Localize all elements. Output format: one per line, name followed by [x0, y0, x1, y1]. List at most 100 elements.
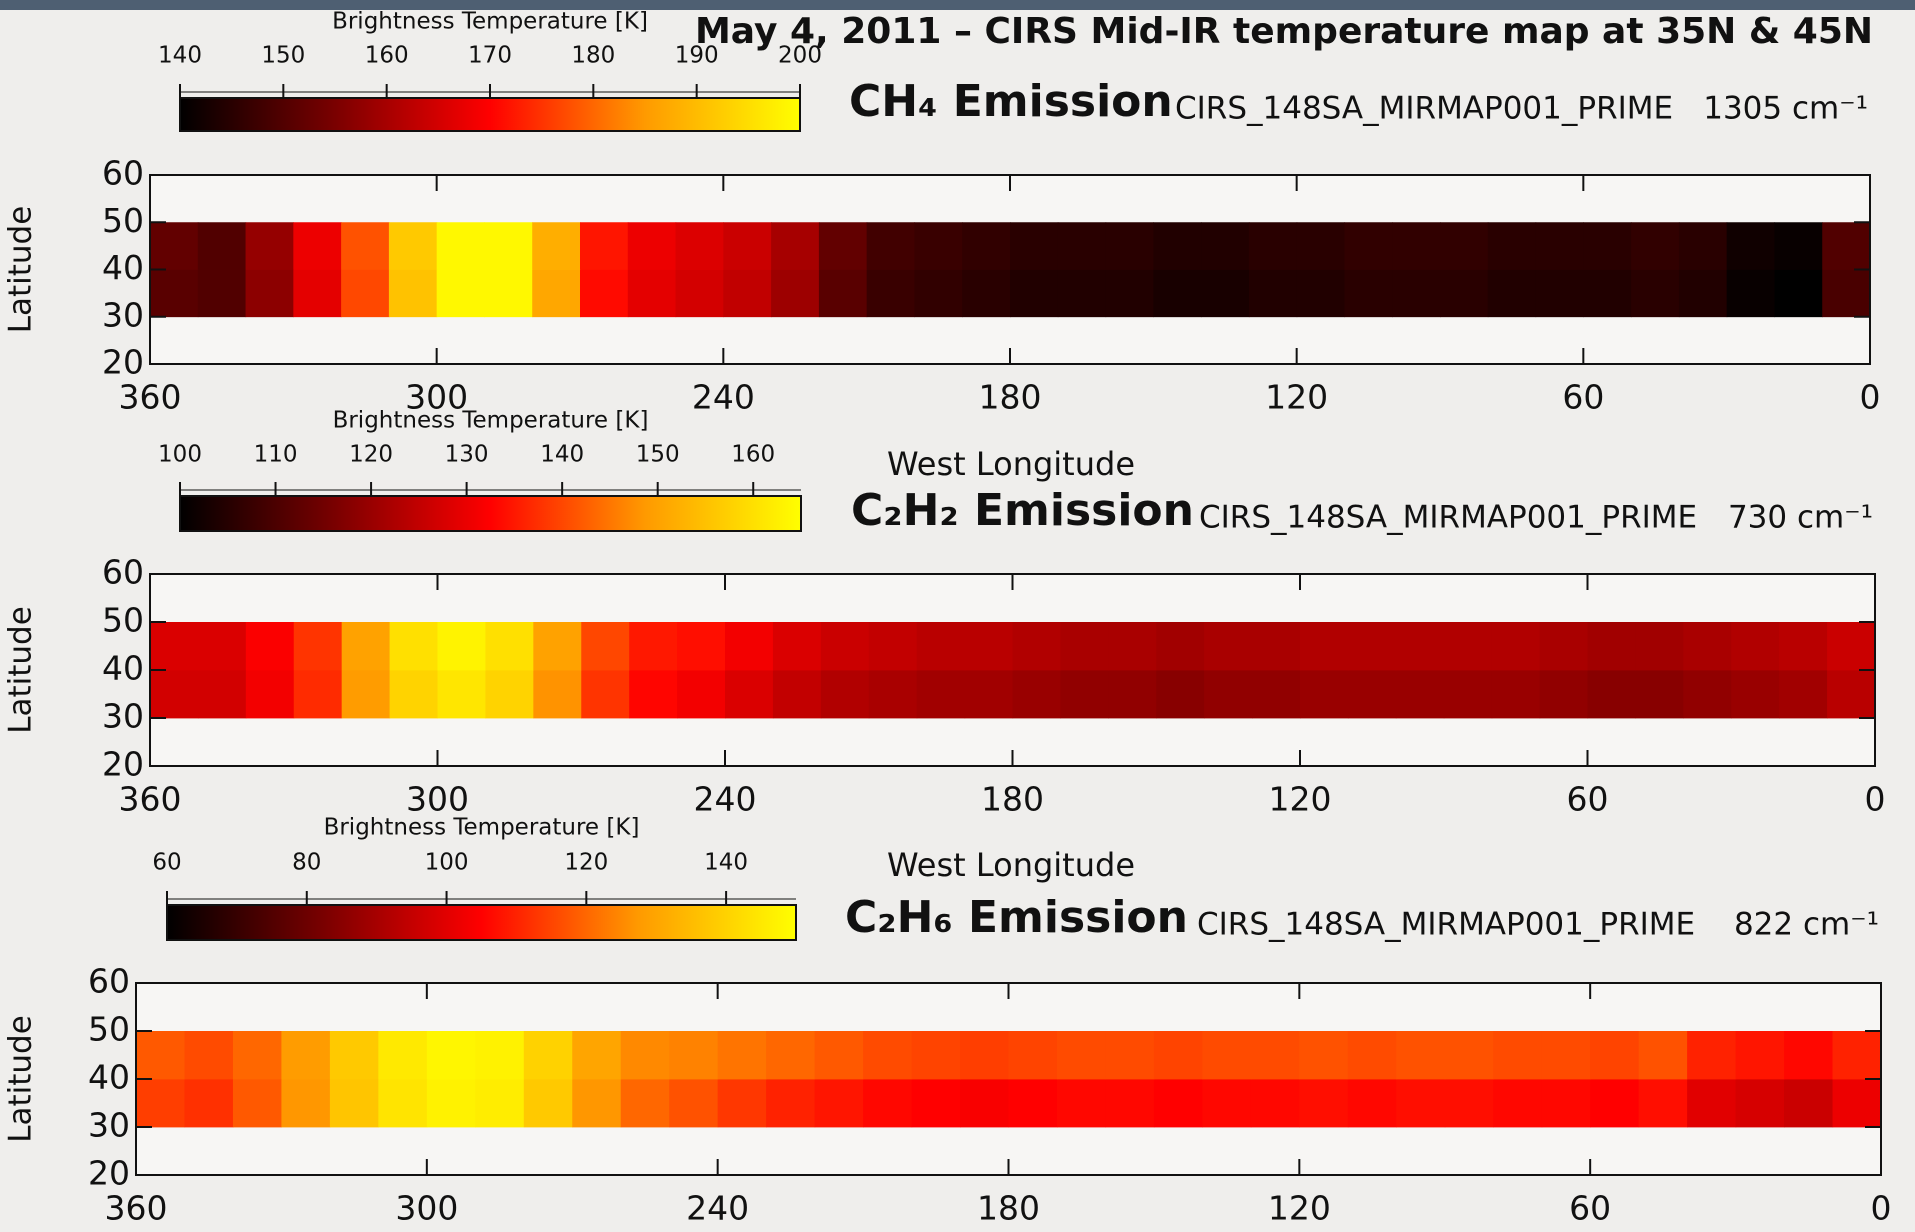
heatmap-cell — [1057, 1079, 1106, 1127]
x-axis-label: West Longitude — [887, 445, 1135, 483]
heatmap-cell — [1588, 622, 1637, 670]
heatmap-cell — [246, 622, 295, 670]
heatmap-cell — [1540, 622, 1589, 670]
heatmap-cell — [1106, 270, 1154, 318]
colorbar-tick-label: 120 — [349, 442, 393, 468]
heatmap-cell — [960, 1031, 1009, 1079]
heatmap-cell — [150, 222, 198, 270]
heatmap-cell — [1202, 1031, 1251, 1079]
heatmap-cell — [1493, 1031, 1542, 1079]
heatmap-cell — [1631, 222, 1679, 270]
heatmap-cell — [1827, 670, 1876, 718]
heatmap-cell — [484, 222, 532, 270]
heatmap-cell — [1108, 670, 1157, 718]
y-tick-label: 20 — [102, 745, 144, 784]
heatmap-cell — [1444, 622, 1493, 670]
heatmap-cell — [341, 222, 389, 270]
heatmap-cell — [1731, 670, 1780, 718]
x-tick-label: 180 — [979, 378, 1042, 417]
heatmap-cell — [867, 270, 915, 318]
heatmap-cell — [1679, 222, 1727, 270]
heatmap-cell — [1251, 1031, 1300, 1079]
heatmap-cell — [1348, 1031, 1397, 1079]
x-tick-label: 240 — [692, 378, 755, 417]
colorbar-label: Brightness Temperature [K] — [332, 9, 648, 35]
heatmap-cell — [1784, 1031, 1833, 1079]
x-tick-label: 120 — [1268, 1189, 1331, 1228]
heatmap-cell — [475, 1079, 524, 1127]
heatmap-cell — [438, 670, 487, 718]
heatmap-cell — [485, 670, 534, 718]
observation-id: CIRS_148SA_MIRMAP001_PRIME — [1199, 500, 1697, 536]
heatmap-cell — [917, 670, 966, 718]
heatmap-cell — [1249, 270, 1297, 318]
heatmap-cell — [1297, 222, 1345, 270]
colorbar-tick-label: 180 — [571, 43, 615, 69]
heatmap-cell — [1060, 622, 1109, 670]
y-tick-label: 60 — [88, 962, 130, 1001]
heatmap-cell — [1493, 1079, 1542, 1127]
heatmap-cell — [1108, 622, 1157, 670]
heatmap-cell — [342, 622, 391, 670]
heatmap-cell — [669, 1079, 718, 1127]
heatmap-cell — [821, 622, 870, 670]
colorbar-tick-label: 140 — [540, 442, 584, 468]
heatmap-cell — [1348, 670, 1397, 718]
heatmap-cell — [532, 222, 580, 270]
heatmap-cell — [1058, 222, 1106, 270]
heatmap-cell — [246, 670, 295, 718]
heatmap-cell — [1731, 622, 1780, 670]
heatmap-cell — [1010, 222, 1058, 270]
heatmap-cell — [1204, 622, 1253, 670]
colorbar-tick-label: 140 — [704, 850, 748, 876]
heatmap-cell — [572, 1079, 621, 1127]
heatmap-cell — [914, 270, 962, 318]
heatmap-cell — [1683, 622, 1732, 670]
heatmap-cell — [773, 622, 822, 670]
panel-title: CH₄ Emission — [849, 76, 1173, 127]
colorbar-tick-label: 190 — [675, 43, 719, 69]
heatmap-cell — [233, 1079, 282, 1127]
heatmap-cell — [1106, 222, 1154, 270]
heatmap-cell — [378, 1031, 427, 1079]
heatmap-cell — [1105, 1079, 1154, 1127]
y-tick-label: 30 — [88, 1106, 130, 1145]
heatmap-cell — [863, 1079, 912, 1127]
heatmap-cell — [819, 270, 867, 318]
heatmap-cell — [1297, 270, 1345, 318]
heatmap-cell — [1736, 1031, 1785, 1079]
x-axis-label: West Longitude — [887, 846, 1135, 884]
heatmap-cell — [1492, 622, 1541, 670]
heatmap-cell — [427, 1031, 476, 1079]
heatmap-cell — [1153, 270, 1201, 318]
heatmap-cell — [1344, 222, 1392, 270]
heatmap-cell — [1440, 222, 1488, 270]
heatmap-cell — [1105, 1031, 1154, 1079]
colorbar-tick-label: 60 — [152, 850, 181, 876]
heatmap-cell — [1822, 270, 1870, 318]
x-tick-label: 60 — [1569, 1189, 1611, 1228]
heatmap-cell — [867, 222, 915, 270]
x-tick-label: 60 — [1567, 780, 1609, 819]
heatmap-cell — [1635, 622, 1684, 670]
heatmap-cell — [1060, 670, 1109, 718]
heatmap-cell — [723, 222, 771, 270]
heatmap-cell — [1588, 670, 1637, 718]
heatmap-cell — [1542, 1079, 1591, 1127]
colorbar-tick-label: 160 — [365, 43, 409, 69]
x-tick-label: 300 — [395, 1189, 458, 1228]
heatmap-cell — [1201, 270, 1249, 318]
heatmap-cell — [1635, 670, 1684, 718]
y-tick-label: 30 — [102, 295, 144, 334]
y-tick-label: 40 — [102, 649, 144, 688]
colorbar-tick-label: 120 — [564, 850, 608, 876]
x-tick-label: 360 — [119, 378, 182, 417]
heatmap-cell — [1639, 1079, 1688, 1127]
y-axis-label: Latitude — [3, 1015, 39, 1143]
heatmap-cell — [136, 1031, 185, 1079]
heatmap-cell — [1536, 270, 1584, 318]
heatmap-cell — [912, 1079, 961, 1127]
heatmap-cell — [150, 270, 198, 318]
y-tick-label: 50 — [102, 201, 144, 240]
wavenumber: 822 cm⁻¹ — [1734, 907, 1879, 943]
